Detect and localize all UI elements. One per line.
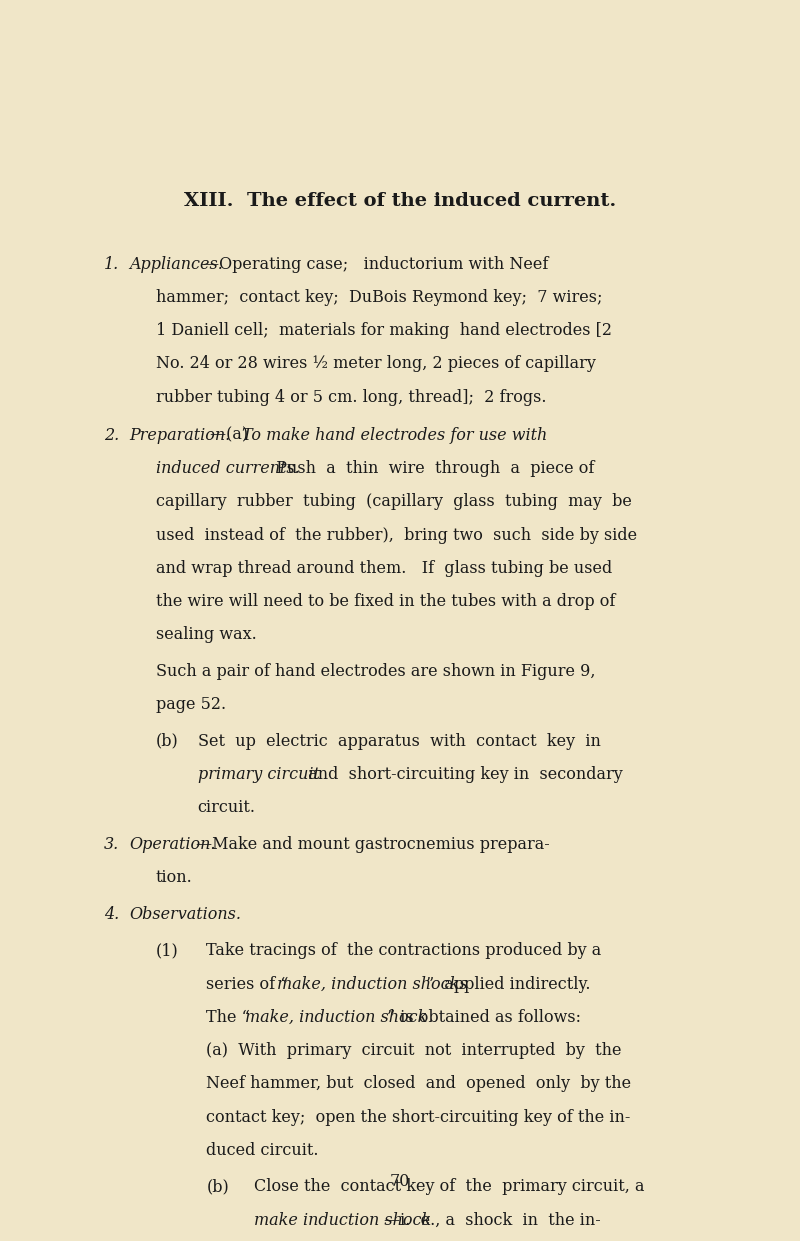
Text: 4.: 4. [104,906,119,923]
Text: (b): (b) [156,733,178,750]
Text: hammer;  contact key;  DuBois Reymond key;  7 wires;: hammer; contact key; DuBois Reymond key;… [156,289,602,305]
Text: series of “: series of “ [206,975,289,993]
Text: No. 24 or 28 wires ½ meter long, 2 pieces of capillary: No. 24 or 28 wires ½ meter long, 2 piece… [156,355,596,372]
Text: tion.: tion. [156,869,193,886]
Text: —Make and mount gastrocnemius prepara-: —Make and mount gastrocnemius prepara- [196,836,550,853]
Text: ” is obtained as follows:: ” is obtained as follows: [387,1009,581,1026]
Text: and  short-circuiting key in  secondary: and short-circuiting key in secondary [298,766,623,783]
Text: Observations.: Observations. [130,906,242,923]
Text: make, induction shock: make, induction shock [245,1009,427,1026]
Text: Preparation.: Preparation. [130,427,231,444]
Text: (b): (b) [206,1179,229,1195]
Text: —i.  e., a  shock  in  the in-: —i. e., a shock in the in- [384,1211,601,1229]
Text: the wire will need to be fixed in the tubes with a drop of: the wire will need to be fixed in the tu… [156,593,615,611]
Text: Such a pair of hand electrodes are shown in Figure 9,: Such a pair of hand electrodes are shown… [156,663,595,680]
Text: and wrap thread around them.   If  glass tubing be used: and wrap thread around them. If glass tu… [156,560,612,577]
Text: Take tracings of  the contractions produced by a: Take tracings of the contractions produc… [206,942,602,959]
Text: duced circuit.: duced circuit. [206,1142,319,1159]
Text: circuit.: circuit. [198,799,256,817]
Text: 70: 70 [390,1173,410,1190]
Text: 1 Daniell cell;  materials for making  hand electrodes [2: 1 Daniell cell; materials for making han… [156,323,612,339]
Text: Operation.: Operation. [130,836,216,853]
Text: 3.: 3. [104,836,119,853]
Text: sealing wax.: sealing wax. [156,627,257,643]
Text: used  instead of  the rubber),  bring two  such  side by side: used instead of the rubber), bring two s… [156,526,637,544]
Text: The “: The “ [206,1009,250,1026]
Text: ”  applied indirectly.: ” applied indirectly. [426,975,590,993]
Text: make induction shock: make induction shock [254,1211,432,1229]
Text: primary circuit: primary circuit [198,766,319,783]
Text: Set  up  electric  apparatus  with  contact  key  in: Set up electric apparatus with contact k… [198,733,601,750]
Text: make, induction shocks: make, induction shocks [277,975,467,993]
Text: Push  a  thin  wire  through  a  piece of: Push a thin wire through a piece of [266,460,594,477]
Text: Close the  contact key of  the  primary circuit, a: Close the contact key of the primary cir… [254,1179,645,1195]
Text: 2.: 2. [104,427,119,444]
Text: (1): (1) [156,942,178,959]
Text: capillary  rubber  tubing  (capillary  glass  tubing  may  be: capillary rubber tubing (capillary glass… [156,494,632,510]
Text: To make hand electrodes for use with: To make hand electrodes for use with [242,427,547,444]
Text: 1.: 1. [104,256,119,273]
Text: induced currents.: induced currents. [156,460,300,477]
Text: Neef hammer, but  closed  and  opened  only  by the: Neef hammer, but closed and opened only … [206,1076,631,1092]
Text: —(a): —(a) [210,427,258,444]
Text: contact key;  open the short-circuiting key of the in-: contact key; open the short-circuiting k… [206,1108,630,1126]
Text: Appliances.: Appliances. [130,256,223,273]
Text: —Operating case;   inductorium with Neef: —Operating case; inductorium with Neef [203,256,549,273]
Text: page 52.: page 52. [156,696,226,714]
Text: XIII.  The effect of the induced current.: XIII. The effect of the induced current. [184,192,616,211]
Text: rubber tubing 4 or 5 cm. long, thread];  2 frogs.: rubber tubing 4 or 5 cm. long, thread]; … [156,388,546,406]
Text: (a)  With  primary  circuit  not  interrupted  by  the: (a) With primary circuit not interrupted… [206,1042,622,1059]
